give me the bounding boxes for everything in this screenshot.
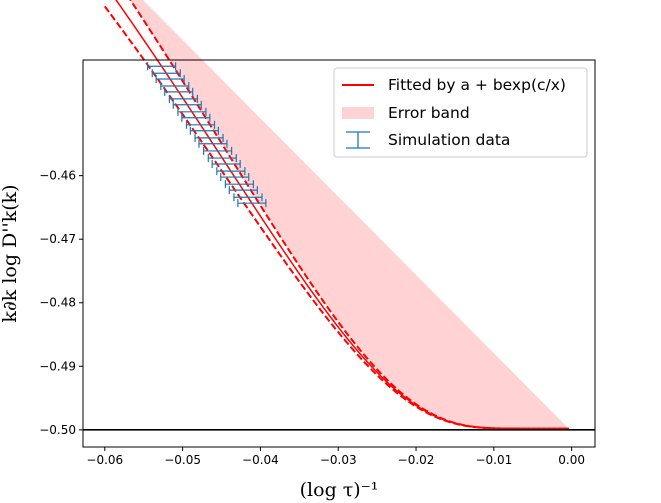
data-point <box>233 193 263 202</box>
data-point <box>194 133 224 142</box>
data-point <box>151 69 181 78</box>
data-point <box>189 126 219 135</box>
x-tick-label: −0.01 <box>475 453 512 467</box>
y-tick-label: −0.50 <box>39 423 76 437</box>
x-tick-label: −0.06 <box>86 453 123 467</box>
data-point <box>160 82 190 91</box>
simulation-data-layer <box>146 62 267 208</box>
legend-label: Simulation data <box>388 131 510 149</box>
x-tick-label: −0.04 <box>242 453 279 467</box>
x-axis-label: (log τ)⁻¹ <box>300 479 379 501</box>
error-band-lower-line <box>103 5 569 430</box>
y-tick-label: −0.48 <box>39 296 76 310</box>
y-axis-label: k∂k log D''k(k) <box>0 184 21 322</box>
fit-lines-layer <box>83 0 595 431</box>
error-band-fill <box>130 0 569 429</box>
x-tick-label: −0.02 <box>398 453 435 467</box>
data-point <box>203 146 233 155</box>
data-point <box>220 173 250 182</box>
legend-box <box>333 67 588 158</box>
y-tick-label: −0.49 <box>39 359 76 373</box>
legend-label: Fitted by a + bexp(c/x) <box>388 76 566 94</box>
x-tick-label: −0.05 <box>164 453 201 467</box>
data-point <box>146 62 177 71</box>
data-point <box>168 94 198 103</box>
data-point <box>228 186 258 195</box>
data-point <box>211 159 241 168</box>
y-tick-label: −0.47 <box>39 232 76 246</box>
data-point <box>177 107 207 116</box>
data-point <box>198 139 228 148</box>
data-point <box>207 154 237 163</box>
data-point <box>224 180 255 189</box>
legend: Fitted by a + bexp(c/x) Error band Simulat… <box>333 67 588 158</box>
data-point <box>164 87 194 96</box>
legend-label: Error band <box>388 104 470 122</box>
data-point <box>172 100 202 109</box>
x-tick-label: 0.00 <box>558 453 585 467</box>
fit-line <box>115 0 569 430</box>
y-tick-label: −0.46 <box>39 169 76 183</box>
data-point <box>181 113 211 122</box>
data-point <box>237 199 267 208</box>
error-band-layer <box>130 0 569 429</box>
legend-band-swatch <box>342 107 374 119</box>
data-point <box>155 75 185 84</box>
data-point <box>185 120 216 129</box>
x-tick-label: −0.03 <box>320 453 357 467</box>
data-point <box>216 167 246 176</box>
axes: −0.06 −0.05 −0.04 −0.03 −0.02 −0.01 0.00 −0.46 −… <box>0 59 596 501</box>
plot-frame <box>82 59 596 448</box>
